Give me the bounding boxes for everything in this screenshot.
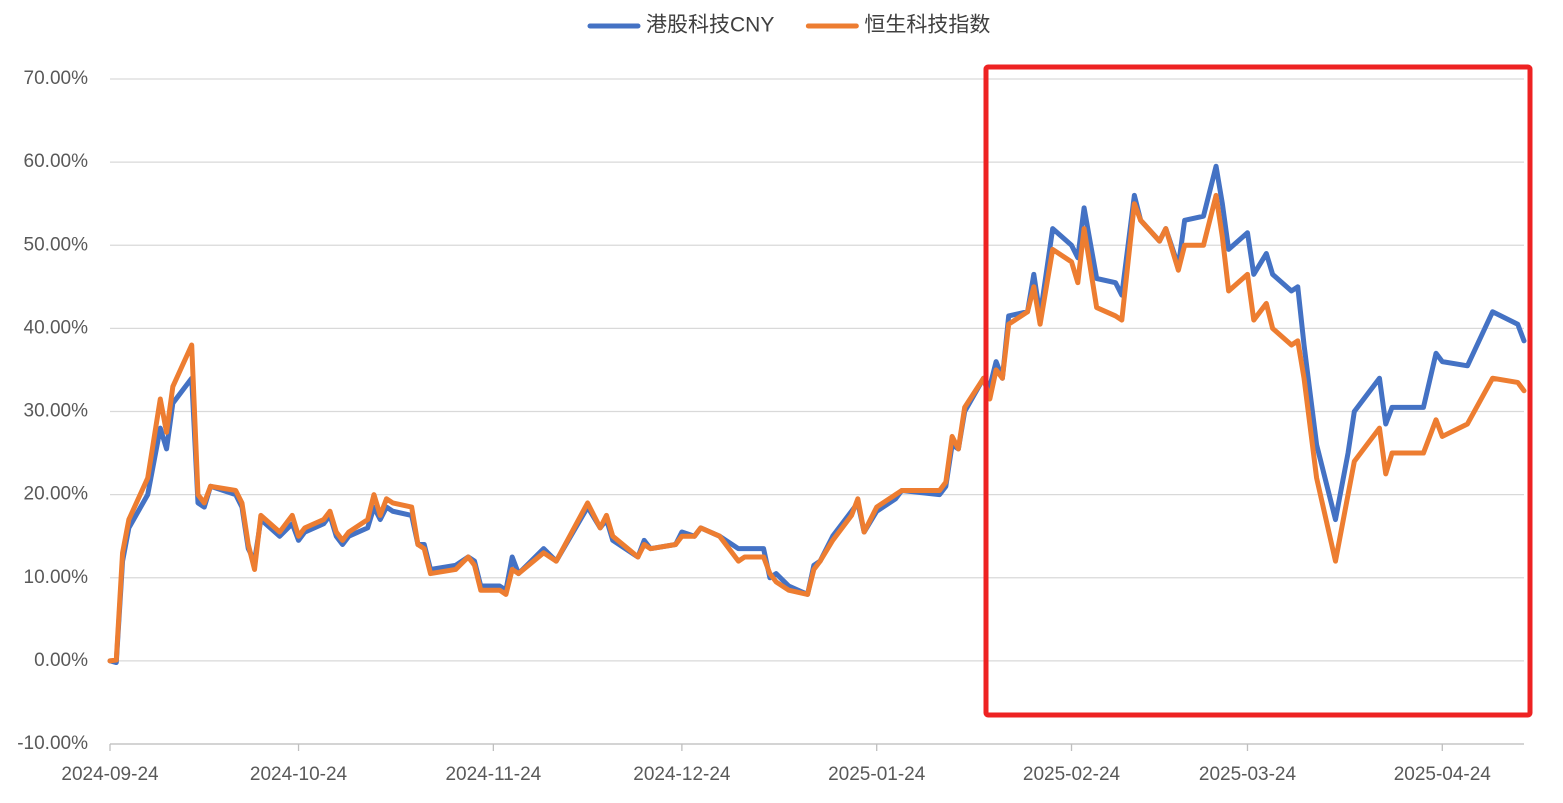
y-tick-label: 70.00% bbox=[24, 68, 89, 89]
y-tick-label: 20.00% bbox=[24, 484, 89, 505]
x-tick-label: 2025-02-24 bbox=[1023, 764, 1121, 785]
legend-label: 恒生科技指数 bbox=[864, 14, 990, 37]
series-line bbox=[107, 163, 1527, 666]
x-tick-label: 2025-03-24 bbox=[1199, 764, 1297, 785]
y-tick-label: 40.00% bbox=[24, 317, 89, 338]
legend-label: 港股科技CNY bbox=[646, 14, 774, 37]
highlight-box bbox=[983, 64, 1533, 718]
plot: -10.00% 0.00% 10.00% 20.00% 30.00% 40.00% 50.0… bbox=[17, 14, 1527, 785]
x-tick-label: 2024-12-24 bbox=[633, 764, 731, 785]
y-tick-label: 0.00% bbox=[34, 650, 88, 671]
y-tick-label: 50.00% bbox=[24, 234, 89, 255]
series-line bbox=[107, 192, 1527, 664]
x-tick-label: 2024-10-24 bbox=[250, 764, 348, 785]
x-tick-label: 2024-09-24 bbox=[61, 764, 159, 785]
y-tick-label: 10.00% bbox=[24, 567, 89, 588]
x-tick-label: 2025-01-24 bbox=[828, 764, 926, 785]
y-tick-label: -10.00% bbox=[17, 733, 88, 754]
y-tick-label: 30.00% bbox=[24, 401, 89, 422]
y-tick-label: 60.00% bbox=[24, 151, 89, 172]
x-tick-label: 2025-04-24 bbox=[1394, 764, 1492, 785]
x-tick-label: 2024-11-24 bbox=[445, 764, 541, 785]
